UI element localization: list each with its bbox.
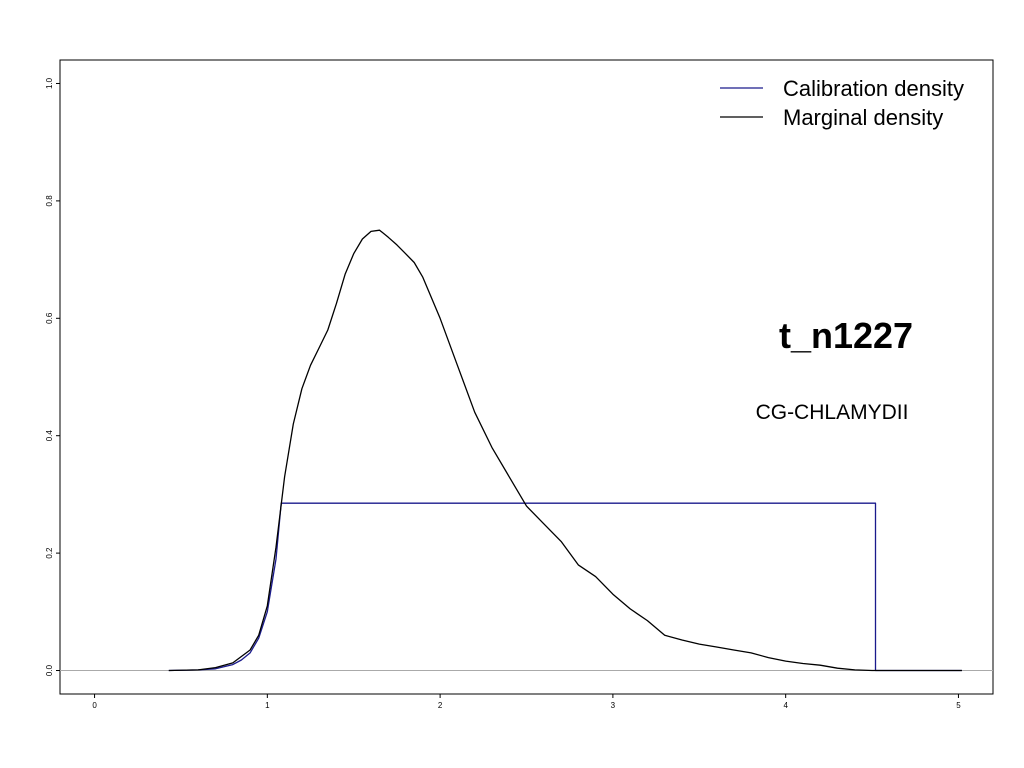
y-tick-label-0.4: 0.4	[45, 430, 54, 442]
y-tick-label-0.0: 0.0	[45, 664, 54, 676]
y-axis: 0.0 0.2 0.4 0.6 0.8 1.0	[45, 77, 60, 676]
legend-label-calibration: Calibration density	[783, 76, 964, 101]
y-tick-label-0.6: 0.6	[45, 312, 54, 324]
legend: Calibration density Marginal density	[720, 76, 964, 130]
x-tick-label-1: 1	[265, 701, 270, 710]
y-tick-label-0.8: 0.8	[45, 195, 54, 207]
series-line-marginal-density	[168, 229, 962, 672]
y-tick-label-0.2: 0.2	[45, 547, 54, 559]
x-tick-label-5: 5	[956, 701, 961, 710]
x-tick-label-4: 4	[783, 701, 788, 710]
x-tick-label-2: 2	[438, 701, 443, 710]
legend-label-marginal: Marginal density	[783, 105, 943, 130]
plot-frame	[59, 59, 994, 695]
x-tick-label-0: 0	[92, 701, 97, 710]
node-annotation: t_n1227	[779, 315, 913, 356]
series-line-calibration-density	[168, 502, 962, 672]
x-tick-label-3: 3	[611, 701, 616, 710]
group-annotation: CG-CHLAMYDII	[756, 401, 909, 424]
series-layer	[168, 229, 962, 672]
y-tick-label-1.0: 1.0	[45, 77, 54, 89]
x-axis: 0 1 2 3 4 5	[92, 694, 961, 710]
